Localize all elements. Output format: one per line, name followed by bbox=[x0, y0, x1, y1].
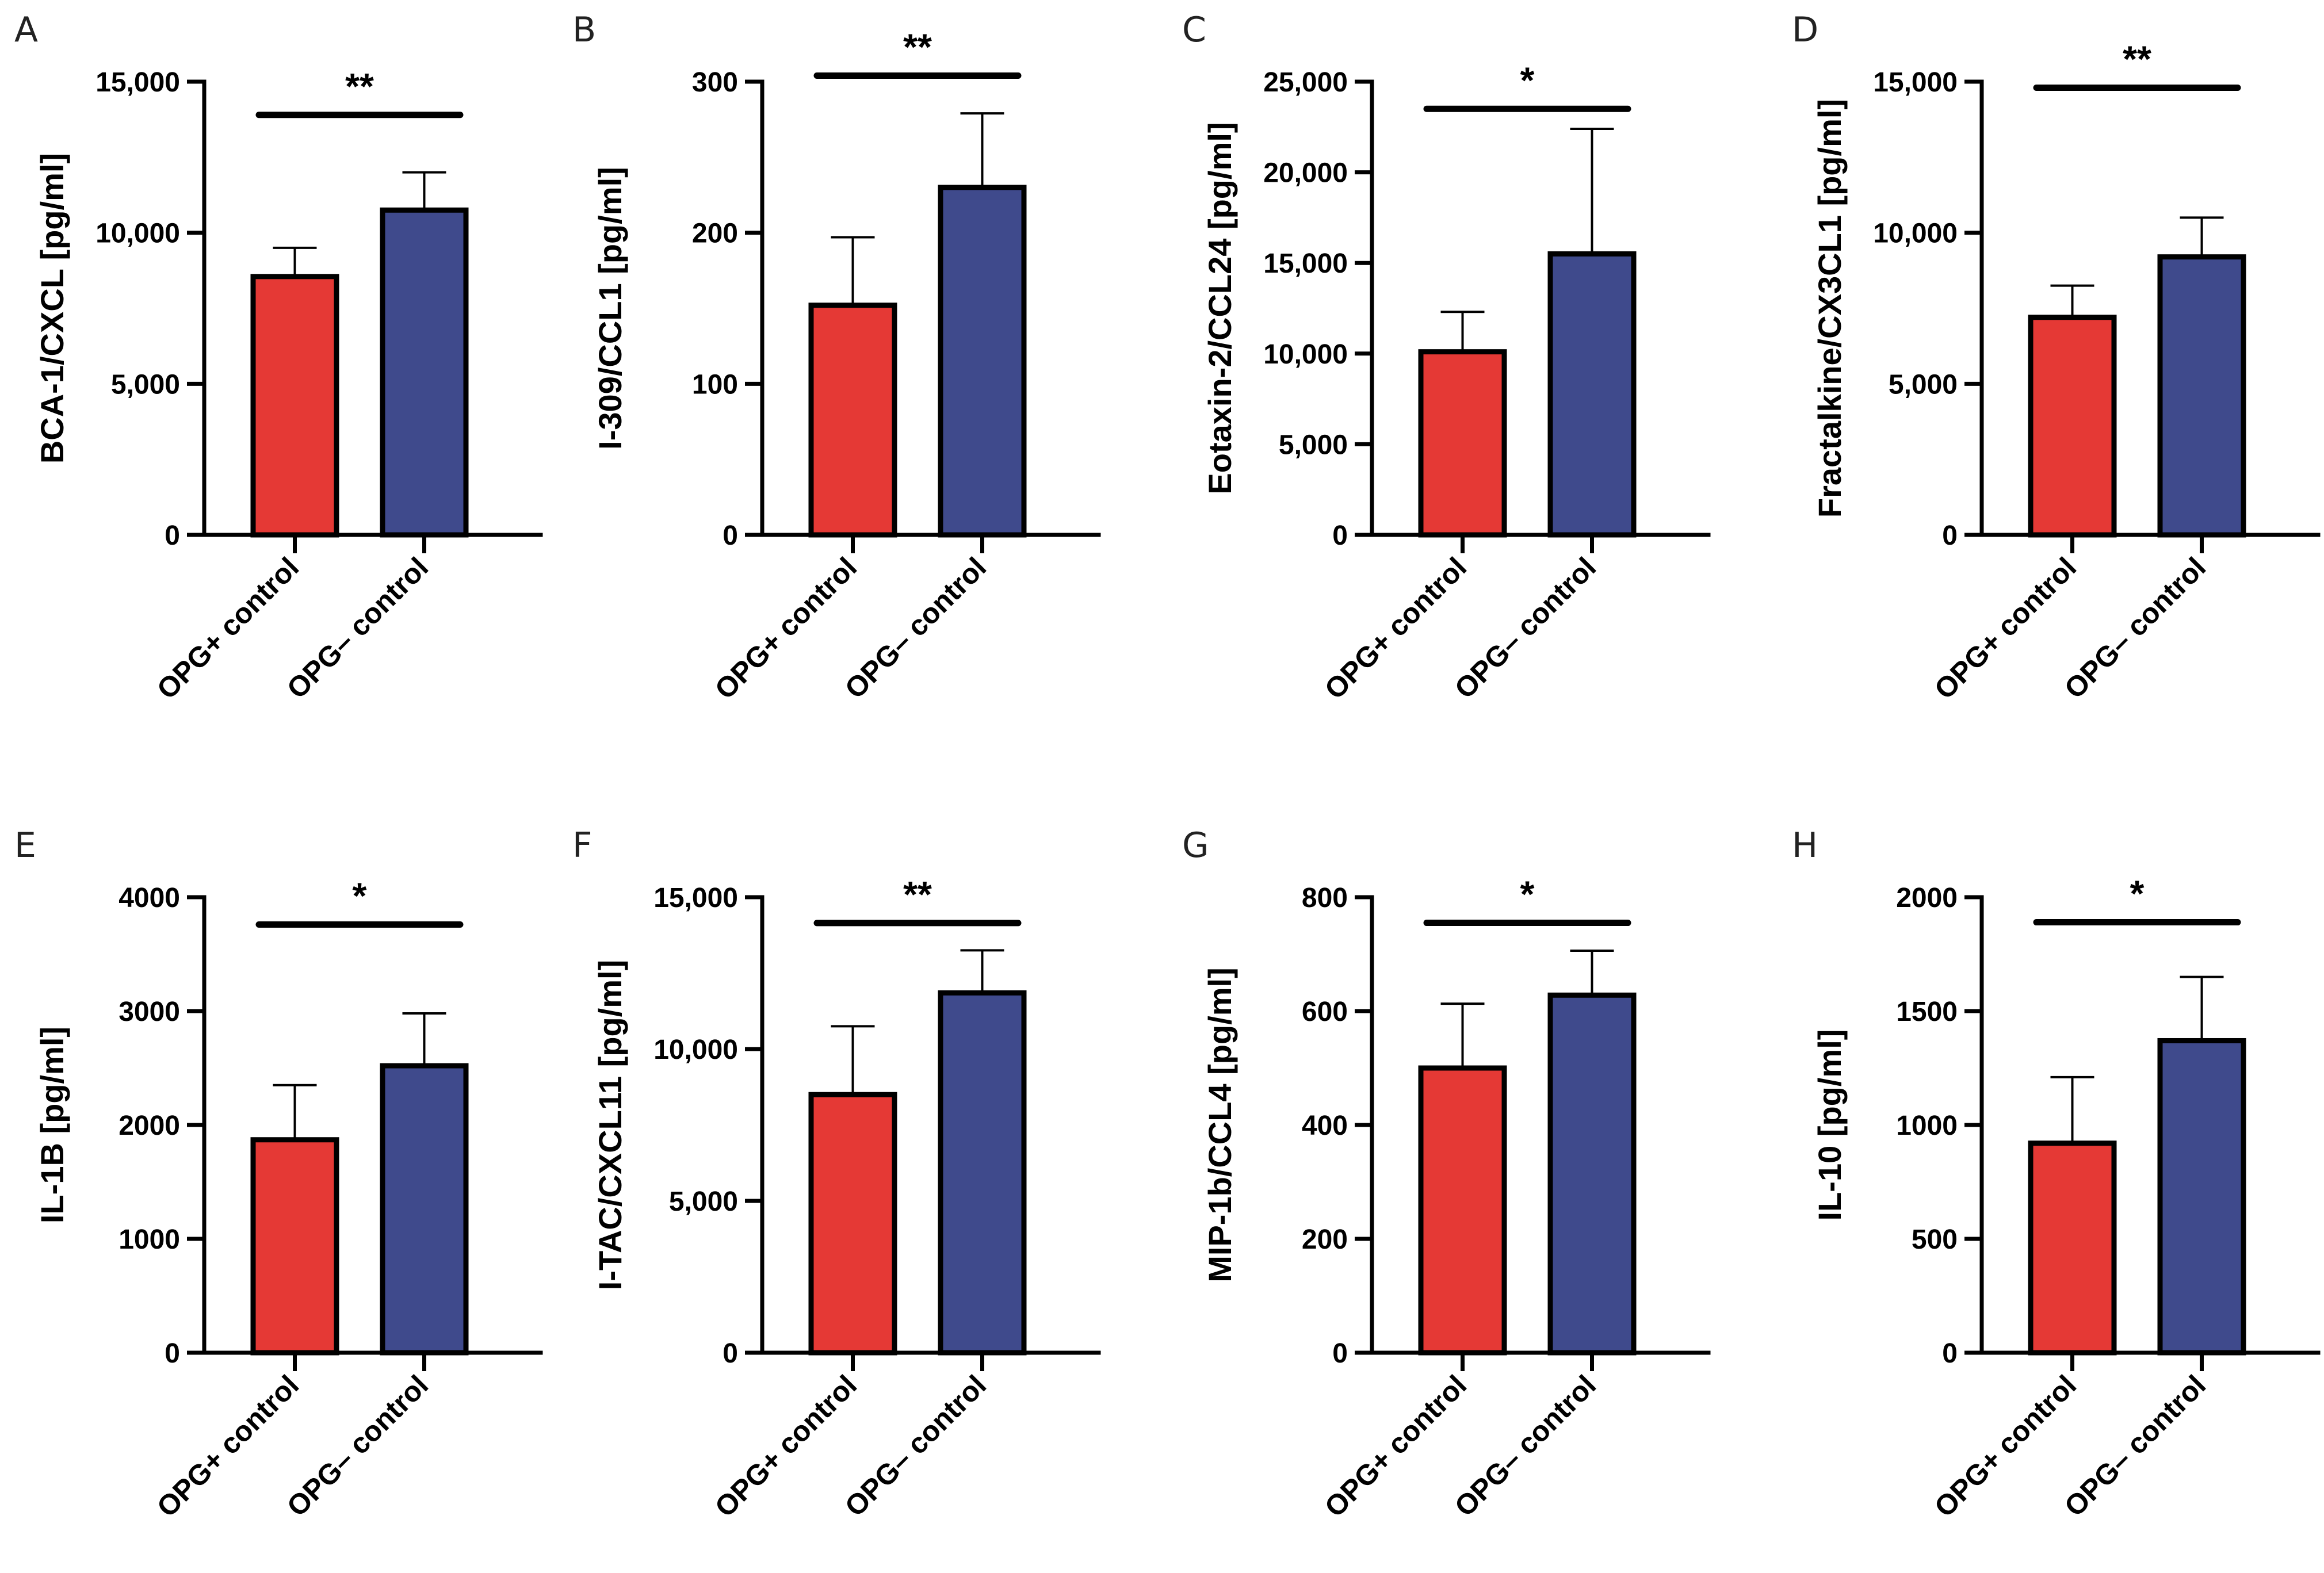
significance-marker: ** bbox=[2123, 39, 2151, 80]
bar-opg-negative bbox=[380, 1063, 469, 1356]
y-tick-label: 0 bbox=[723, 520, 738, 551]
y-tick-label: 10,000 bbox=[1873, 219, 1958, 249]
panel-letter: C bbox=[1182, 10, 1206, 50]
y-tick-label: 10,000 bbox=[653, 1035, 738, 1065]
significance-marker: ** bbox=[345, 66, 374, 107]
y-axis-title: MIP-1b/CCL4 [pg/ml] bbox=[1202, 967, 1238, 1283]
y-tick-label: 15,000 bbox=[653, 883, 738, 913]
y-tick-label: 10,000 bbox=[95, 219, 180, 249]
significance-marker: ** bbox=[903, 874, 932, 915]
y-tick-label: 0 bbox=[1332, 520, 1348, 551]
significance-marker: * bbox=[1520, 874, 1535, 915]
y-tick-label: 2000 bbox=[1896, 883, 1958, 913]
y-tick-label: 200 bbox=[1302, 1224, 1348, 1255]
panel-c: C 0 5,000 10,000 15,000 20,000 25,000 Eotaxin-2… bbox=[1182, 10, 1711, 706]
y-axis-title: IL-1B [pg/ml] bbox=[34, 1027, 70, 1223]
y-axis-title: Fractalkine/CX3CL1 [pg/ml] bbox=[1811, 99, 1848, 518]
y-tick-label: 20,000 bbox=[1263, 158, 1348, 189]
y-tick-label: 200 bbox=[692, 219, 738, 249]
bar-opg-negative bbox=[1547, 992, 1637, 1356]
y-tick-label: 0 bbox=[165, 1338, 180, 1369]
y-tick-label: 15,000 bbox=[1873, 67, 1958, 98]
bar-opg-negative bbox=[380, 207, 469, 538]
y-tick-label: 10,000 bbox=[1263, 339, 1348, 370]
y-tick-label: 5,000 bbox=[111, 369, 180, 400]
y-axis-title: I-TAC/CXCL11 [pg/ml] bbox=[592, 960, 628, 1291]
bar-opg-positive bbox=[1418, 1065, 1507, 1356]
y-tick-label: 5,000 bbox=[1279, 430, 1348, 460]
bar-opg-positive bbox=[250, 274, 339, 538]
significance-marker: * bbox=[1520, 59, 1535, 101]
y-axis-title: Eotaxin-2/CCL24 [pg/ml] bbox=[1202, 122, 1238, 494]
bar-opg-negative bbox=[2157, 1038, 2246, 1356]
bar-opg-negative bbox=[938, 990, 1027, 1356]
y-tick-label: 0 bbox=[165, 520, 180, 551]
y-axis-title: BCA-1/CXCL [pg/ml] bbox=[34, 153, 70, 464]
y-tick-label: 5,000 bbox=[669, 1187, 738, 1217]
panel-d: D 0 5,000 10,000 15,000 Fractalkine/CX3CL1 [p… bbox=[1792, 10, 2321, 706]
y-tick-label: 2000 bbox=[119, 1111, 180, 1141]
bar-opg-negative bbox=[2157, 254, 2246, 538]
y-tick-label: 5,000 bbox=[1889, 369, 1958, 400]
y-tick-label: 1000 bbox=[119, 1224, 180, 1255]
y-tick-label: 3000 bbox=[119, 997, 180, 1027]
y-tick-label: 15,000 bbox=[95, 67, 180, 98]
panel-letter: F bbox=[572, 825, 593, 866]
panel-letter: H bbox=[1792, 825, 1818, 866]
bar-opg-positive bbox=[808, 1092, 897, 1356]
significance-marker: ** bbox=[903, 26, 932, 67]
y-tick-label: 0 bbox=[1942, 520, 1958, 551]
y-axis-title: IL-10 [pg/ml] bbox=[1811, 1029, 1848, 1221]
y-tick-label: 0 bbox=[1332, 1338, 1348, 1369]
y-tick-label: 4000 bbox=[119, 883, 180, 913]
y-tick-label: 1500 bbox=[1896, 997, 1958, 1027]
y-tick-label: 300 bbox=[692, 67, 738, 98]
panel-letter: D bbox=[1792, 10, 1818, 50]
panel-letter: B bbox=[572, 10, 596, 50]
y-tick-label: 25,000 bbox=[1263, 67, 1348, 98]
y-tick-label: 600 bbox=[1302, 997, 1348, 1027]
y-tick-label: 400 bbox=[1302, 1111, 1348, 1141]
y-tick-label: 500 bbox=[1912, 1224, 1958, 1255]
bar-opg-positive bbox=[250, 1137, 339, 1356]
bar-opg-negative bbox=[1547, 251, 1637, 538]
significance-marker: * bbox=[2130, 873, 2145, 914]
bar-opg-positive bbox=[2028, 1140, 2117, 1356]
bar-opg-negative bbox=[938, 185, 1027, 538]
y-tick-label: 1000 bbox=[1896, 1111, 1958, 1141]
significance-marker: * bbox=[353, 875, 367, 917]
y-tick-label: 800 bbox=[1302, 883, 1348, 913]
y-tick-label: 15,000 bbox=[1263, 248, 1348, 279]
panel-letter: G bbox=[1182, 825, 1209, 866]
bar-opg-positive bbox=[1418, 349, 1507, 538]
panel-letter: E bbox=[14, 825, 36, 866]
panel-letter: A bbox=[14, 10, 38, 50]
y-tick-label: 0 bbox=[1942, 1338, 1958, 1369]
y-tick-label: 0 bbox=[723, 1338, 738, 1369]
bar-opg-positive bbox=[808, 303, 897, 538]
bar-opg-positive bbox=[2028, 315, 2117, 538]
y-axis-title: I-309/CCL1 [pg/ml] bbox=[592, 167, 628, 450]
y-tick-label: 100 bbox=[692, 369, 738, 400]
